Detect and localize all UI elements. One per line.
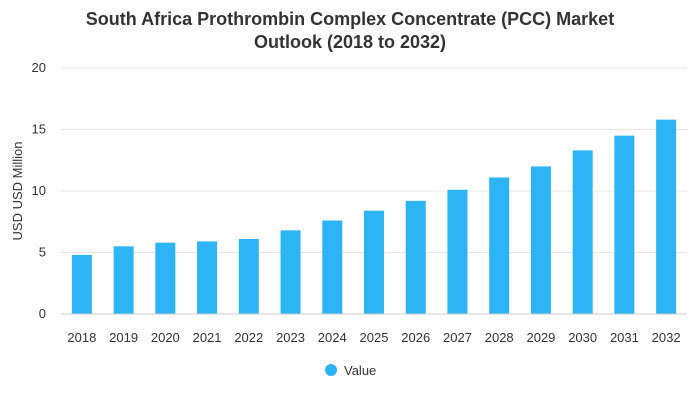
- x-tick-label: 2019: [109, 330, 138, 345]
- bar-2029[interactable]: [530, 166, 551, 314]
- x-tick-label: 2026: [401, 330, 430, 345]
- x-tick-label: 2030: [568, 330, 597, 345]
- bar-2028[interactable]: [489, 177, 510, 314]
- y-axis-label: USD USD Million: [10, 142, 25, 241]
- y-tick-labels: 0 5 10 15 20: [32, 60, 46, 321]
- bar-2021[interactable]: [197, 241, 218, 314]
- x-tick-label: 2029: [526, 330, 555, 345]
- x-tick-label: 2027: [443, 330, 472, 345]
- bar-2024[interactable]: [322, 220, 343, 314]
- bar-2023[interactable]: [280, 230, 301, 314]
- bar-2030[interactable]: [572, 150, 593, 314]
- x-tick-label: 2028: [485, 330, 514, 345]
- bar-2026[interactable]: [405, 200, 426, 314]
- chart-title-line-2: Outlook (2018 to 2032): [253, 32, 447, 52]
- bar-2027[interactable]: [447, 189, 468, 314]
- chart-title: South Africa Prothrombin Complex Concent…: [0, 8, 700, 54]
- bar-2032[interactable]: [656, 119, 677, 314]
- bar-2018[interactable]: [71, 254, 92, 314]
- y-tick-label: 5: [39, 245, 46, 260]
- x-tick-label: 2021: [193, 330, 222, 345]
- y-tick-label: 15: [32, 122, 46, 137]
- chart-title-line-1: South Africa Prothrombin Complex Concent…: [85, 9, 615, 29]
- x-tick-label: 2032: [652, 330, 681, 345]
- x-tick-label: 2024: [318, 330, 347, 345]
- y-tick-label: 20: [32, 60, 46, 75]
- x-tick-label: 2018: [67, 330, 96, 345]
- legend-label-value: Value: [344, 363, 376, 378]
- x-tick-label: 2025: [360, 330, 389, 345]
- bar-2019[interactable]: [113, 246, 134, 314]
- x-tick-label: 2022: [234, 330, 263, 345]
- x-tick-labels: 2018 2019 2020 2021 2022 2023 2024 2025 2026 2027…: [67, 330, 680, 345]
- y-tick-label: 10: [32, 183, 46, 198]
- bar-2025[interactable]: [364, 210, 384, 314]
- legend-marker-value: [325, 364, 337, 376]
- bar-2031[interactable]: [614, 135, 635, 314]
- bars: [71, 119, 677, 314]
- x-tick-label: 2031: [610, 330, 639, 345]
- x-tick-label: 2023: [276, 330, 305, 345]
- x-tick-label: 2020: [151, 330, 180, 345]
- bar-2022[interactable]: [238, 238, 259, 314]
- legend[interactable]: Value: [325, 363, 376, 378]
- y-tick-label: 0: [39, 306, 46, 321]
- bar-2020[interactable]: [155, 242, 176, 314]
